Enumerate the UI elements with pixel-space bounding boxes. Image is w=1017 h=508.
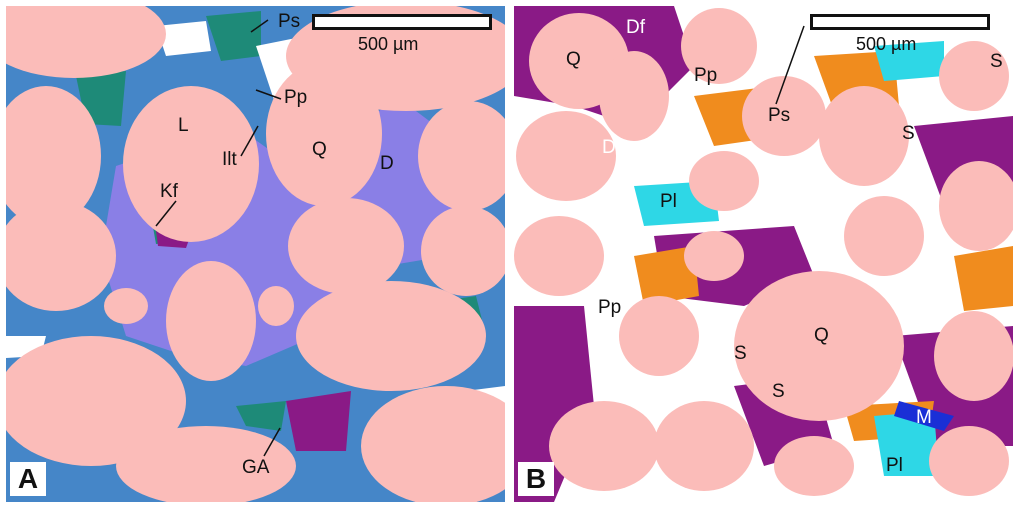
label-d: D xyxy=(380,153,394,174)
label-q: Q xyxy=(814,325,829,346)
panel-letter-a: A xyxy=(10,462,46,496)
panel-letter-b: B xyxy=(518,462,554,496)
panel-b-micrograph: Q Df Pp Ps S Df S Pl Pp S Q S M Pl 500 µ… xyxy=(514,6,1013,502)
label-q: Q xyxy=(566,49,581,70)
label-pp: Pp xyxy=(284,87,308,108)
label-pp: Pp xyxy=(598,297,622,318)
panel-b-mineral-map xyxy=(514,6,1013,502)
label-pp: Pp xyxy=(694,65,718,86)
label-q: Q xyxy=(312,139,327,160)
label-s: S xyxy=(902,123,915,144)
label-ps: Ps xyxy=(768,105,791,126)
label-s: S xyxy=(990,51,1003,72)
label-s: S xyxy=(772,381,785,402)
panel-a-mineral-map xyxy=(6,6,505,502)
scale-bar-line xyxy=(312,14,492,30)
label-ga: GA xyxy=(242,457,270,478)
panel-a-micrograph: Ps Pp L Ilt Q D Kf GA 500 µm A xyxy=(6,6,505,502)
label-l: L xyxy=(178,115,189,136)
label-m: M xyxy=(916,407,932,428)
label-ps: Ps xyxy=(278,11,301,32)
scale-bar-line xyxy=(810,14,990,30)
label-ilt: Ilt xyxy=(222,149,237,170)
scale-label: 500 µm xyxy=(358,34,419,54)
label-df: Df xyxy=(602,137,621,158)
label-s: S xyxy=(734,343,747,364)
label-df: Df xyxy=(626,17,645,38)
label-kf: Kf xyxy=(160,181,178,202)
label-pl: Pl xyxy=(660,191,677,212)
scale-label: 500 µm xyxy=(856,34,917,54)
label-pl: Pl xyxy=(886,455,903,476)
